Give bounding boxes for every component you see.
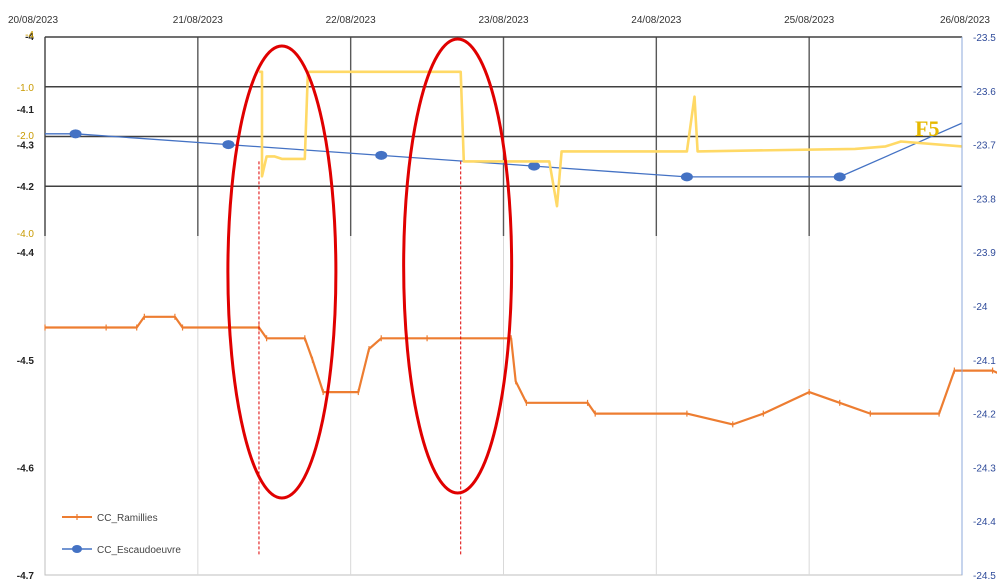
inset-tick-label: -4 <box>25 30 34 41</box>
right-tick-label: -24.1 <box>973 356 996 367</box>
series-line-escaudoeuvre <box>45 122 963 178</box>
left-tick-label: -4.5 <box>17 356 35 367</box>
annotations: F5 <box>226 37 939 555</box>
escaudoeuvre-marker <box>528 161 541 171</box>
left-tick-label: -4.4 <box>17 248 35 259</box>
x-tick-label: 23/08/2023 <box>478 15 528 26</box>
right-tick-label: -23.9 <box>973 248 996 259</box>
axes: 20/08/2023 21/08/2023 22/08/2023 23/08/2023… <box>8 15 996 581</box>
left-tick-label: -4.7 <box>17 571 35 581</box>
right-tick-label: -23.7 <box>973 141 996 152</box>
inset-tick-label: -1.0 <box>17 83 35 94</box>
escaudoeuvre-marker <box>222 140 235 150</box>
x-tick-label: 25/08/2023 <box>784 15 834 26</box>
highlight-ellipse <box>402 37 514 495</box>
legend: CC_Ramillies CC_Escaudoeuvre <box>62 513 181 556</box>
escaudoeuvre-marker <box>375 150 388 160</box>
inset-left-label: -4 <box>25 32 34 43</box>
inset-left-label: -4.1 <box>17 105 35 116</box>
escaudoeuvre-marker <box>680 172 693 182</box>
right-tick-label: -24.3 <box>973 463 996 474</box>
x-tick-label: 21/08/2023 <box>173 15 223 26</box>
right-tick-label: -24 <box>973 302 988 313</box>
x-tick-label: 22/08/2023 <box>326 15 376 26</box>
legend-label-ramillies: CC_Ramillies <box>97 513 158 524</box>
inset-tick-label: -2.0 <box>17 131 35 142</box>
inset-tick-label: -4.0 <box>17 229 35 240</box>
right-tick-label: -24.4 <box>973 517 996 528</box>
right-tick-label: -24.5 <box>973 571 996 581</box>
x-tick-label: 20/08/2023 <box>8 15 58 26</box>
left-tick-label: -4.6 <box>17 463 35 474</box>
legend-marker-escaudoeuvre <box>72 545 82 553</box>
series-layer <box>44 70 997 428</box>
escaudoeuvre-marker <box>833 172 846 182</box>
right-tick-label: -23.5 <box>973 33 996 44</box>
right-tick-label: -24.2 <box>973 410 996 421</box>
legend-label-escaudoeuvre: CC_Escaudoeuvre <box>97 545 181 556</box>
inset-left-label: -4.2 <box>17 182 35 193</box>
f5-annotation: F5 <box>915 116 939 141</box>
right-tick-label: -23.6 <box>973 87 996 98</box>
x-tick-label: 24/08/2023 <box>631 15 681 26</box>
series-line-ramillies <box>45 315 997 426</box>
escaudoeuvre-marker <box>69 129 82 139</box>
right-tick-label: -23.8 <box>973 194 996 205</box>
highlight-ellipse <box>226 44 338 500</box>
left-tick-label: -4.3 <box>17 141 35 152</box>
x-tick-label: 26/08/2023 <box>940 15 990 26</box>
